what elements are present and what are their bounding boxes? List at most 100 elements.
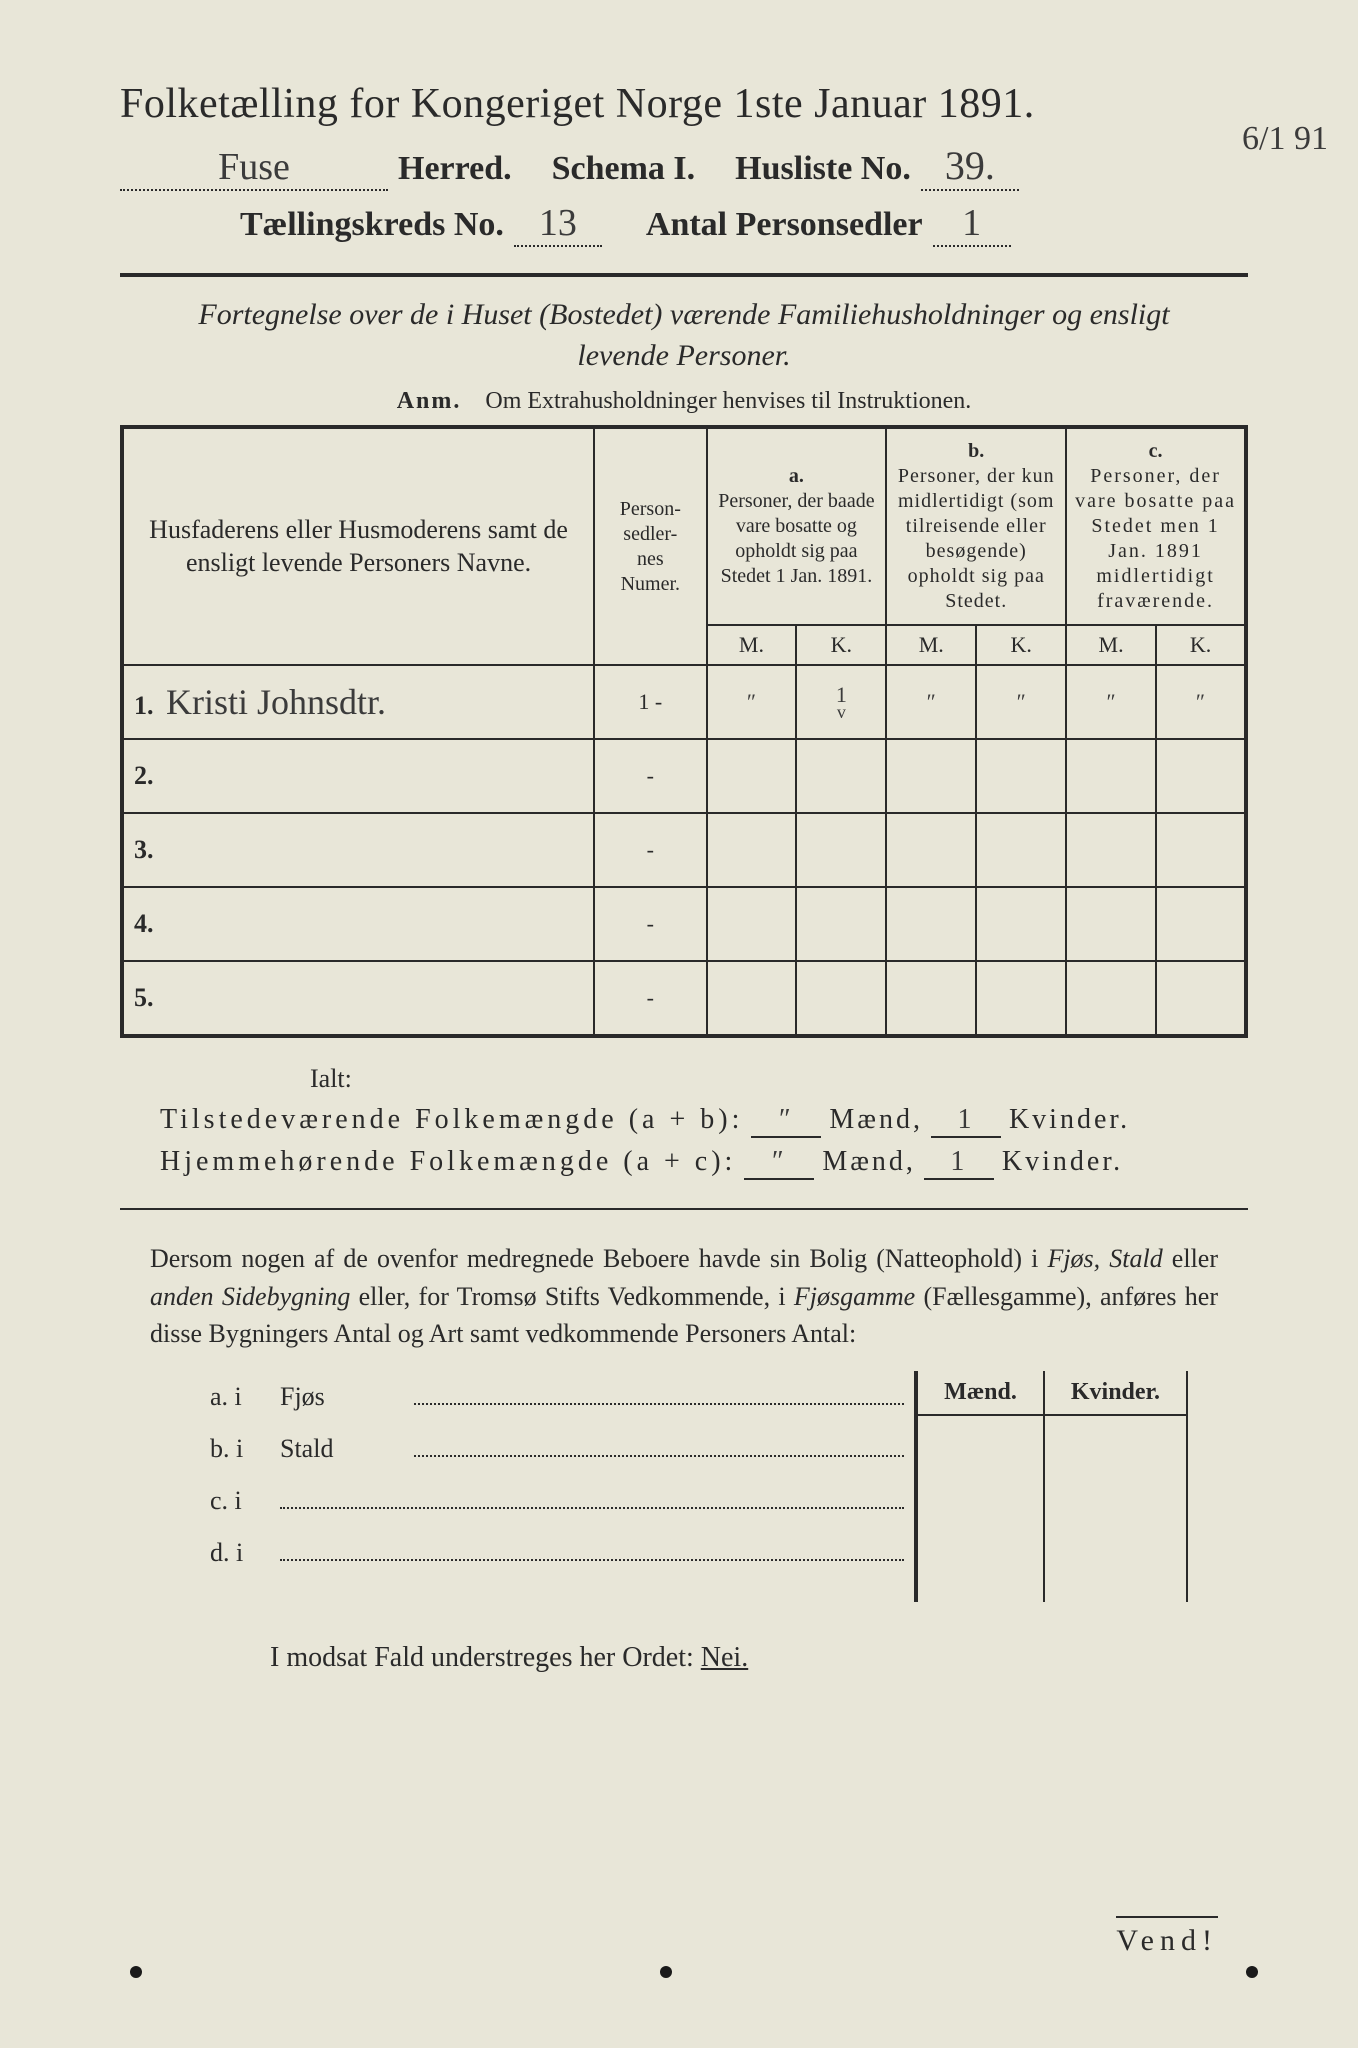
row-c-m [1066, 961, 1156, 1036]
explanatory-paragraph: Dersom nogen af de ovenfor medregnede Be… [150, 1240, 1218, 1353]
kvinder-label: Kvinder. [1009, 1104, 1130, 1136]
row-pn: - [594, 739, 706, 813]
row-b-m [886, 887, 976, 961]
kreds-no-field: 13 [514, 201, 602, 247]
divider-thick-1 [120, 273, 1248, 277]
row-name-cell: 1. Kristi Johnsdtr. [122, 665, 594, 739]
row-name: Kristi Johnsdtr. [166, 682, 386, 722]
row-c-k [1156, 813, 1246, 887]
col-header-a: a. Personer, der baade vare bosatte og o… [707, 427, 887, 625]
row-a-m [707, 887, 797, 961]
abcd-row-c: c. i [210, 1475, 904, 1527]
totals-1-label: Tilstedeværende Folkemængde (a + b): [160, 1104, 743, 1136]
schema-label: Schema I. [552, 150, 696, 188]
maend-label: Mænd, [822, 1146, 916, 1178]
kvinder-label: Kvinder. [1002, 1146, 1123, 1178]
row-a-k-check: v [805, 702, 877, 723]
blemish-icon [660, 1966, 672, 1978]
row-c-k [1156, 739, 1246, 813]
row-number: 4. [122, 887, 594, 961]
totals-line-1: Tilstedeværende Folkemængde (a + b): ″ M… [160, 1104, 1248, 1138]
mk2-maend-header: Mænd. [916, 1371, 1044, 1415]
row-b-m [886, 739, 976, 813]
row-c-m: ″ [1066, 665, 1156, 739]
table-row: 4. - [122, 887, 1246, 961]
row-b-m [886, 961, 976, 1036]
col-header-b: b. Personer, der kun midlertidigt (som t… [886, 427, 1066, 625]
row-b-k [976, 739, 1066, 813]
antal-field: 1 [933, 201, 1011, 247]
anm-line: Anm. Om Extrahusholdninger henvises til … [120, 388, 1248, 415]
margin-date-note: 6/1 91 [1242, 120, 1328, 158]
col-header-names: Husfaderens eller Husmoderens samt de en… [122, 427, 594, 665]
row-number: 1. [134, 691, 154, 720]
husliste-label: Husliste No. [735, 150, 911, 188]
page-title: Folketælling for Kongeriget Norge 1ste J… [120, 80, 1248, 128]
table-row: 1. Kristi Johnsdtr. 1 - ″ 1 v ″ ″ ″ ″ [122, 665, 1246, 739]
col-a-k: K. [796, 625, 886, 665]
row-number: 3. [122, 813, 594, 887]
totals-2-label: Hjemmehørende Folkemængde (a + c): [160, 1146, 736, 1178]
nei-word: Nei. [701, 1642, 748, 1673]
mk2-kvinder-header: Kvinder. [1044, 1371, 1187, 1415]
row-c-k: ″ [1156, 665, 1246, 739]
anm-text: Om Extrahusholdninger henvises til Instr… [485, 388, 971, 414]
abcd-a-word: Fjøs [280, 1371, 410, 1423]
totals-line-2: Hjemmehørende Folkemængde (a + c): ″ Mæn… [160, 1146, 1248, 1180]
subtitle-text: Fortegnelse over de i Huset (Bostedet) v… [160, 295, 1208, 376]
household-table: Husfaderens eller Husmoderens samt de en… [120, 425, 1248, 1038]
building-section: a. i Fjøs b. i Stald c. i d. i Mænd. K [210, 1371, 1188, 1602]
herred-field: Fuse [120, 145, 388, 191]
row-a-m [707, 813, 797, 887]
row-b-m [886, 813, 976, 887]
mk2-maend-cell [916, 1415, 1044, 1602]
dotted-line [414, 1432, 904, 1457]
row-a-m [707, 961, 797, 1036]
row-a-k [796, 961, 886, 1036]
row-a-k: 1 v [796, 665, 886, 739]
maend-label: Mænd, [829, 1104, 923, 1136]
totals-1-k: 1 [931, 1104, 1001, 1138]
row-pn: - [594, 887, 706, 961]
col-c-tag: c. [1073, 439, 1238, 464]
census-form-page: Folketælling for Kongeriget Norge 1ste J… [0, 0, 1358, 2048]
table-row: 5. - [122, 961, 1246, 1036]
divider-thin [120, 1208, 1248, 1210]
row-c-m [1066, 813, 1156, 887]
row-number: 2. [122, 739, 594, 813]
table-row: 3. - [122, 813, 1246, 887]
abcd-c-lead: c. i [210, 1475, 280, 1527]
husliste-no-field: 39. [921, 142, 1019, 191]
row-b-m: ″ [886, 665, 976, 739]
abcd-row-d: d. i [210, 1527, 904, 1579]
row-b-k [976, 887, 1066, 961]
row-b-k [976, 813, 1066, 887]
blemish-icon [130, 1966, 142, 1978]
blemish-icon [1246, 1966, 1258, 1978]
dotted-line [414, 1380, 904, 1405]
totals-2-m: ″ [744, 1146, 814, 1180]
herred-label: Herred. [398, 150, 512, 188]
anm-label: Anm. [397, 388, 462, 414]
totals-2-k: 1 [924, 1146, 994, 1180]
row-b-k [976, 961, 1066, 1036]
mk2-kvinder-cell [1044, 1415, 1187, 1602]
table-row: 2. - [122, 739, 1246, 813]
abcd-b-lead: b. i [210, 1423, 280, 1475]
ialt-label: Ialt: [310, 1064, 1248, 1094]
col-b-text: Personer, der kun midlertidigt (som tilr… [893, 464, 1059, 614]
col-header-personsedler: Person- sedler- nes Numer. [594, 427, 706, 665]
maend-kvinder-table: Mænd. Kvinder. [914, 1371, 1188, 1602]
col-b-k: K. [976, 625, 1066, 665]
col-a-tag: a. [714, 464, 880, 489]
row-number: 5. [122, 961, 594, 1036]
vend-label: Vend! [1116, 1916, 1218, 1958]
row-pn: - [594, 813, 706, 887]
row-a-k [796, 739, 886, 813]
col-b-m: M. [886, 625, 976, 665]
row-c-k [1156, 961, 1246, 1036]
header-line-3: Tællingskreds No. 13 Antal Personsedler … [120, 201, 1248, 247]
row-a-k [796, 887, 886, 961]
row-a-m [707, 739, 797, 813]
col-c-k: K. [1156, 625, 1246, 665]
